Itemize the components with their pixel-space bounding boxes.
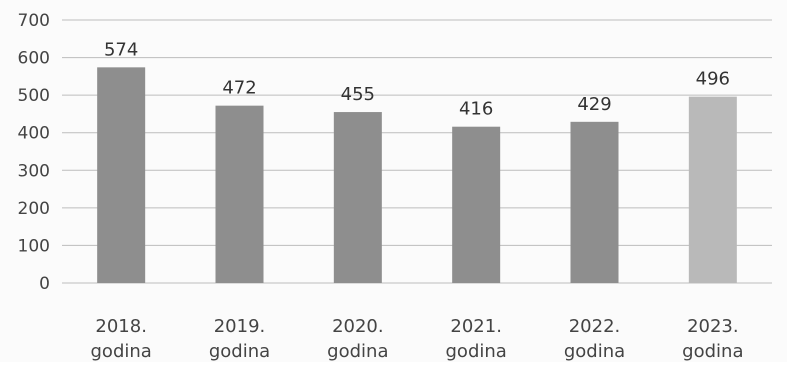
bar-3 — [452, 126, 501, 284]
y-tick-label: 600 — [18, 49, 50, 69]
x-tick-label-0-0: 2018. — [95, 316, 147, 337]
value-label-3: 416 — [459, 99, 493, 120]
value-label-1: 472 — [222, 78, 256, 99]
x-tick-label-2-1: godina — [327, 341, 388, 362]
value-labels: 574 472 455 416 429 496 — [104, 39, 730, 119]
y-tick-label: 100 — [18, 236, 50, 256]
value-label-0: 574 — [104, 39, 138, 60]
value-label-2: 455 — [341, 84, 375, 105]
x-tick-label-4-0: 2022. — [569, 316, 621, 337]
y-axis-ticks: 0 100 200 300 400 500 600 700 — [18, 11, 50, 294]
bar-4 — [570, 121, 619, 283]
bar-0 — [97, 67, 146, 283]
x-tick-label-5-0: 2023. — [687, 316, 739, 337]
gridlines — [62, 19, 772, 284]
x-tick-label-5-1: godina — [682, 341, 743, 362]
x-axis-ticks: 2018. godina 2019. godina 2020. godina 2021. go… — [91, 316, 744, 362]
bar-1 — [215, 105, 264, 283]
x-tick-label-2-0: 2020. — [332, 316, 384, 337]
y-tick-label: 700 — [18, 11, 50, 31]
x-tick-label-0-1: godina — [91, 341, 152, 362]
x-tick-label-1-1: godina — [209, 341, 270, 362]
x-tick-label-4-1: godina — [564, 341, 625, 362]
y-tick-label: 300 — [18, 161, 50, 181]
x-tick-label-3-1: godina — [446, 341, 507, 362]
value-label-4: 429 — [577, 94, 611, 115]
y-tick-label: 200 — [18, 199, 50, 219]
y-tick-label: 0 — [39, 274, 50, 294]
bar-2 — [333, 112, 382, 283]
y-tick-label: 400 — [18, 124, 50, 144]
x-tick-label-3-0: 2021. — [450, 316, 502, 337]
y-tick-label: 500 — [18, 86, 50, 106]
bars — [97, 67, 737, 284]
bar-5 — [688, 96, 737, 283]
x-tick-label-1-0: 2019. — [214, 316, 266, 337]
value-label-5: 496 — [696, 69, 730, 90]
